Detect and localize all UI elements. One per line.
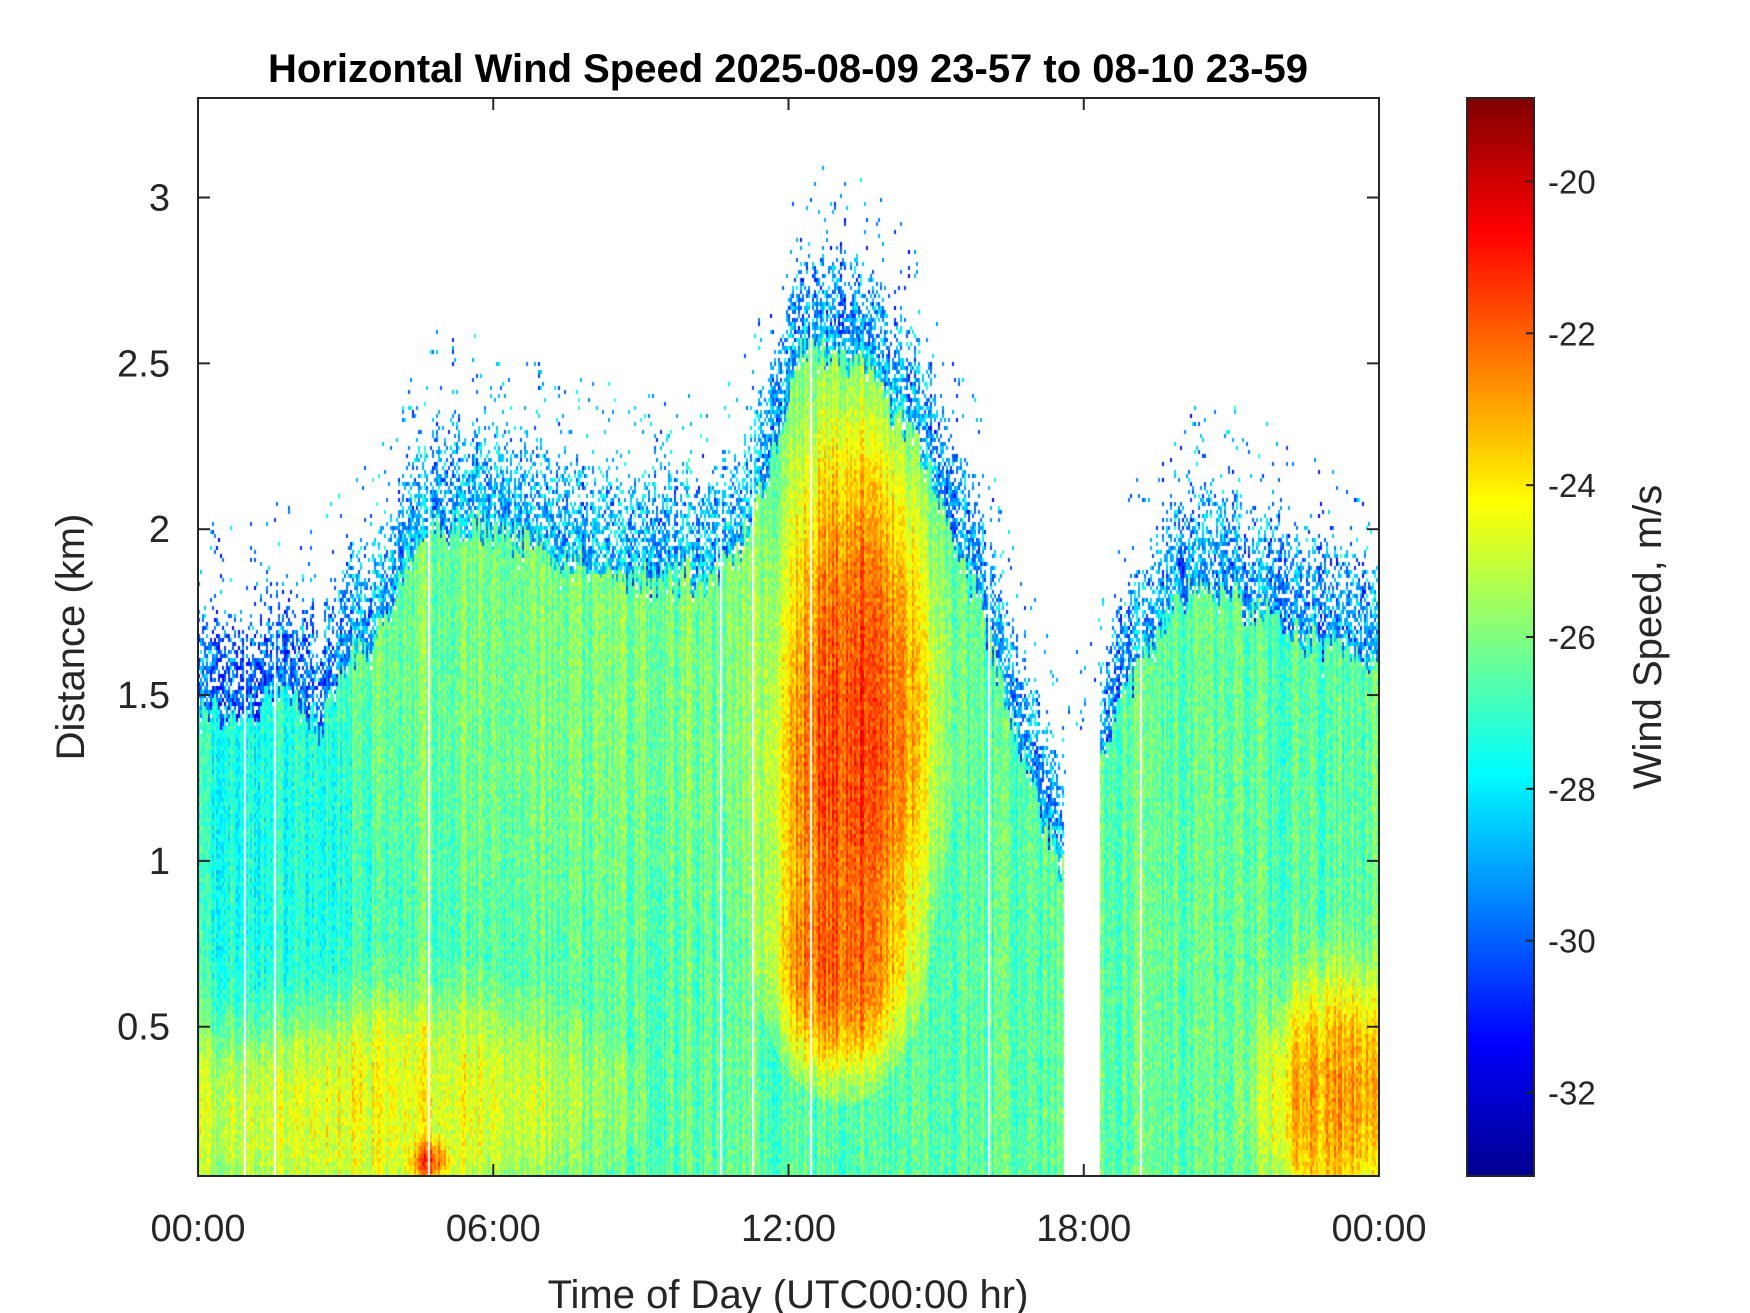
colorbar-tick-label: -22 [1548,315,1596,352]
x-tick-label: 06:00 [446,1208,541,1250]
x-tick-label: 18:00 [1036,1208,1131,1250]
y-axis-label: Distance (km) [49,514,93,761]
x-axis-label: Time of Day (UTC00:00 hr) [548,1273,1029,1313]
x-tick-label: 12:00 [741,1208,836,1250]
y-tick-label: 2.5 [117,343,170,385]
wind-speed-heatmap [198,98,1379,1176]
colorbar-tick-label: -32 [1548,1074,1596,1111]
y-axis-ticks: 0.5 1 1.5 2 2.5 3 [117,178,1379,1049]
colorbar-tick-label: -20 [1548,164,1596,201]
x-axis-ticks: 00:00 06:00 12:00 18:00 00:00 [150,98,1427,1250]
colorbar: -32 -30 -28 -26 -24 -22 -20 Wind Speed, m/s [1466,97,1670,1177]
y-tick-label: 1.5 [117,675,170,717]
y-tick-label: 1 [149,841,170,883]
colorbar-label: Wind Speed, m/s [1626,485,1670,790]
colorbar-tick-label: -30 [1548,923,1596,960]
plot-area: 00:00 06:00 12:00 18:00 00:00 0.5 1 1.5 2 2.5 3 [117,97,1427,1250]
x-tick-label: 00:00 [150,1208,245,1250]
chart-title: Horizontal Wind Speed 2025-08-09 23-57 t… [268,47,1308,91]
colorbar-ticks: -32 -30 -28 -26 -24 -22 -20 [1526,164,1596,1111]
y-tick-label: 3 [149,178,170,220]
colorbar-tick-label: -26 [1548,619,1596,656]
colorbar-tick-label: -24 [1548,467,1596,504]
x-tick-label: 00:00 [1331,1208,1426,1250]
colorbar-gradient [1466,97,1535,1177]
y-tick-label: 0.5 [117,1007,170,1049]
colorbar-tick-label: -28 [1548,771,1596,808]
y-tick-label: 2 [149,509,170,551]
